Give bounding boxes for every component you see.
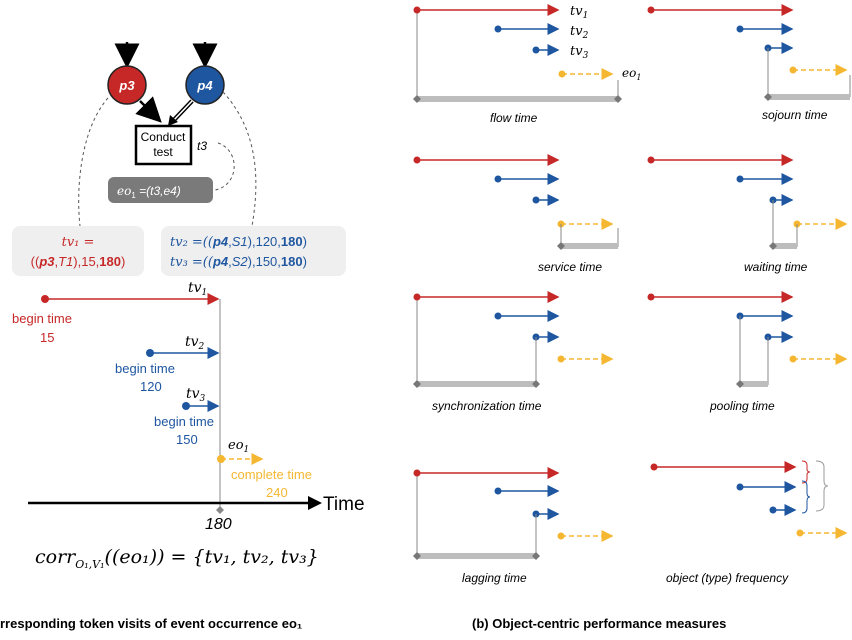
transition-name: t3 (197, 139, 207, 153)
time-axis-label: Time (323, 494, 365, 515)
token-visit-23-box (161, 226, 346, 276)
eo1-label: eo1 (228, 438, 249, 455)
frequency-label: object (type) frequency (666, 571, 789, 585)
flow-tv1: tv1 (570, 4, 588, 21)
token-visit-1-box (12, 226, 144, 276)
transition-label-1: Conduct (141, 130, 186, 144)
eo1-value: 240 (266, 485, 288, 500)
panel-synchronization-time: synchronization time (413, 291, 614, 413)
panel-service-time: service time (413, 154, 619, 274)
event-occurrence-box (108, 177, 213, 203)
pooling-time-label: pooling time (709, 399, 775, 413)
panel-waiting-time: waiting time (647, 154, 848, 274)
token-visit-2-line: tv₂ =((p4,S1),120,180) (170, 234, 307, 250)
eo1-caption: complete time (231, 467, 312, 482)
transition-label-2: test (153, 145, 173, 159)
synchronization-time-label: synchronization time (432, 399, 542, 413)
lagging-time-label: lagging time (462, 571, 527, 585)
measures-panels: tv1 tv2 tv3 eo1 flow time sojourn time (413, 4, 851, 631)
right-caption: (b) Object-centric performance measures (472, 616, 726, 631)
left-caption: rresponding token visits of event occurr… (0, 616, 302, 631)
panel-flow-time: tv1 tv2 tv3 eo1 flow time (413, 4, 641, 125)
arc-p3-t3 (135, 96, 162, 123)
flow-eo1: eo1 (622, 66, 641, 82)
waiting-time-label: waiting time (744, 260, 808, 274)
token-visit-1-line1: tv₁ = (62, 235, 95, 250)
tv3-caption: begin time (154, 414, 214, 429)
tv1-value: 15 (40, 330, 54, 345)
flow-tv3: tv3 (570, 44, 589, 61)
place-p4-label: p4 (196, 78, 213, 93)
transition-t3 (134, 124, 193, 166)
tv3-label: tv3 (186, 386, 206, 404)
timeline: tv1 begin time 15 tv2 begin time 120 tv3… (0, 280, 365, 631)
panel-sojourn-time: sojourn time (647, 4, 851, 122)
event-occurrence-text: eo1 =(t3,e4) (117, 184, 181, 200)
tv2-caption: begin time (115, 361, 175, 376)
flow-time-label: flow time (490, 111, 538, 125)
panel-object-frequency: object (type) frequency (650, 460, 848, 585)
service-time-label: service time (538, 260, 602, 274)
panel-lagging-time: lagging time (413, 467, 614, 585)
sojourn-time-label: sojourn time (762, 108, 828, 122)
place-p4 (185, 65, 225, 105)
place-p3-label: p3 (118, 78, 135, 93)
time-axis-tick: 180 (205, 516, 232, 533)
panel-pooling-time: pooling time (647, 291, 848, 413)
token-visit-1-line2: ((p3,T1),15,180) (31, 254, 126, 269)
tv2-value: 120 (140, 379, 162, 394)
petri-net: p3 p4 Conduct test t3 eo1 =(t3,e4) tv₁ =… (12, 42, 346, 276)
correlation-formula: corrO₁,V₁((eo₁)) = {tv₁, tv₂, tv₃} (35, 546, 319, 571)
tv1-caption: begin time (12, 311, 72, 326)
flow-tv2: tv2 (570, 24, 589, 41)
tv2-label: tv2 (185, 334, 205, 352)
tv1-label: tv1 (188, 280, 207, 298)
tv3-value: 150 (176, 432, 198, 447)
token-visit-3-line: tv₃ =((p4,S2),150,180) (170, 254, 307, 270)
place-p3 (107, 65, 147, 105)
